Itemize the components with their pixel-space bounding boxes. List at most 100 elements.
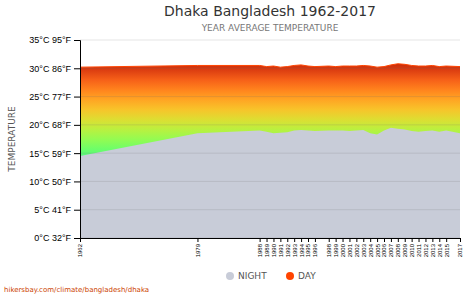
- x-tick: 2013: [430, 238, 436, 257]
- tick-label: 1979: [195, 243, 201, 257]
- plot-area: [80, 64, 460, 238]
- tick-label: 2015: [444, 243, 450, 257]
- area: [80, 64, 460, 238]
- x-tick: 2006: [381, 238, 387, 257]
- tick-label: 2014: [437, 243, 443, 257]
- axis-domain: [81, 239, 461, 243]
- x-tick: 1991: [278, 238, 284, 257]
- x-tick: 1962: [77, 238, 83, 257]
- tick-label: 1992: [285, 243, 291, 257]
- grid-line: [80, 209, 460, 210]
- tick-mark: [80, 238, 81, 242]
- x-tick: 1989: [264, 238, 270, 257]
- x-tick: 1994: [299, 238, 305, 257]
- tick-label: 0°C 32°F: [34, 233, 71, 243]
- y-axis: 0°C 32°F 5°C 41°F 10°C 50°F 15°C 59°F 20°C 6…: [29, 35, 80, 243]
- x-tick: 2009: [402, 238, 408, 257]
- tick-label: 2012: [423, 243, 429, 257]
- y-tick: 30°C 86°F: [29, 64, 80, 74]
- tick-mark: [398, 238, 399, 242]
- tick-mark: [267, 238, 268, 242]
- legend-item: DAY: [286, 271, 316, 281]
- tick-label: 1994: [299, 243, 305, 257]
- x-tick: 2004: [368, 238, 374, 257]
- y-tick: 5°C 41°F: [34, 205, 80, 215]
- tick-mark: [280, 238, 281, 242]
- grid-line: [80, 153, 460, 154]
- tick-mark: [336, 238, 337, 242]
- tick-label: 2007: [388, 243, 394, 257]
- tick-mark: [412, 238, 413, 242]
- tick-label: 2009: [402, 243, 408, 257]
- legend: NIGHT DAY: [226, 271, 316, 281]
- x-tick: 2011: [416, 238, 422, 257]
- x-tick: 2017: [457, 238, 463, 257]
- area: [80, 128, 460, 238]
- tick-label: 1996: [312, 243, 318, 257]
- grid-line: [80, 40, 460, 41]
- x-axis: 1962 1979 19881989199019911992199319941995…: [77, 238, 463, 257]
- subtitle: YEAR AVERAGE TEMPERATURE: [201, 23, 339, 33]
- tick-mark: [287, 238, 288, 242]
- y-tick: 10°C 50°F: [29, 177, 80, 187]
- tick-mark: [349, 238, 350, 242]
- line: [80, 64, 460, 67]
- tick-mark: [343, 238, 344, 242]
- legend-item: NIGHT: [226, 271, 267, 281]
- tick-mark: [460, 238, 461, 242]
- x-tick: 2012: [423, 238, 429, 257]
- tick-mark: [273, 238, 274, 242]
- tick-label: 1993: [292, 243, 298, 257]
- x-tick: 1993: [292, 238, 298, 257]
- tick-label: 2000: [340, 243, 346, 257]
- tick-mark: [74, 210, 80, 211]
- grid-line: [80, 124, 460, 125]
- tick-label: 1991: [278, 243, 284, 257]
- x-tick: 1979: [195, 238, 201, 257]
- y-tick: 15°C 59°F: [29, 149, 80, 159]
- tick-mark: [301, 238, 302, 242]
- x-tick: 2001: [347, 238, 353, 257]
- tick-mark: [74, 97, 80, 98]
- legend-marker: [226, 272, 234, 280]
- tick-mark: [377, 238, 378, 242]
- tick-mark: [370, 238, 371, 242]
- tick-label: 2010: [409, 243, 415, 257]
- tick-label: 2011: [416, 243, 422, 257]
- tick-label: 2017: [457, 243, 463, 257]
- legend-marker: [286, 272, 294, 280]
- tick-mark: [356, 238, 357, 242]
- y-tick: 25°C 77°F: [29, 92, 80, 102]
- x-tick: 2008: [395, 238, 401, 257]
- tick-label: 2003: [361, 243, 367, 257]
- tick-mark: [74, 238, 80, 239]
- tick-label: 1988: [257, 243, 263, 257]
- x-tick: 2014: [437, 238, 443, 257]
- tick-mark: [315, 238, 316, 242]
- x-tick: 1988: [257, 238, 263, 257]
- annotation: hikersbay.com/climate/bangladesh/dhaka: [4, 286, 149, 294]
- y-tick: 0°C 32°F: [34, 233, 80, 243]
- y-tick: 20°C 68°F: [29, 120, 80, 130]
- tick-label: 1990: [271, 243, 277, 257]
- tick-label: 20°C 68°F: [29, 120, 71, 130]
- x-tick: 1999: [333, 238, 339, 257]
- tick-mark: [363, 238, 364, 242]
- x-tick: 2007: [388, 238, 394, 257]
- title: Dhaka Bangladesh 1962-2017: [164, 3, 376, 19]
- tick-label: 1998: [326, 243, 332, 257]
- tick-label: 25°C 77°F: [29, 92, 71, 102]
- x-tick: 1995: [305, 238, 311, 257]
- tick-label: 2006: [381, 243, 387, 257]
- x-tick: 2002: [354, 238, 360, 257]
- tick-mark: [446, 238, 447, 242]
- x-tick: 1996: [312, 238, 318, 257]
- grid-line: [80, 68, 460, 69]
- tick-label: 15°C 59°F: [29, 149, 71, 159]
- tick-label: 2004: [368, 243, 374, 257]
- tick-mark: [74, 181, 80, 182]
- tick-mark: [260, 238, 261, 242]
- x-tick: 2000: [340, 238, 346, 257]
- grid-line: [80, 96, 460, 97]
- tick-label: 1995: [305, 243, 311, 257]
